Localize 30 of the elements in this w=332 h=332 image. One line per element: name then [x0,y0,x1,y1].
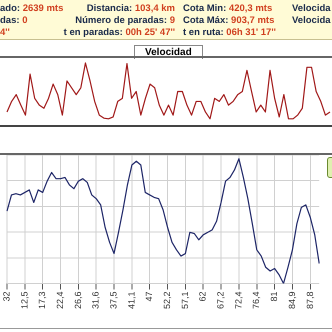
x-tick-label: 76,4 [251,291,262,310]
x-tick-label: 26,6 [72,291,83,310]
text: Distancia: 103,4 km [86,3,175,14]
text: 4'' [0,27,10,38]
text: ado: 2639 mts [0,3,64,14]
x-tick-label: 32 [1,291,12,302]
x-tick-label: 17,3 [37,291,48,310]
x-tick-label: 12,5 [19,291,30,310]
x-tick-label: 22,4 [55,291,66,310]
text: Velocida [292,3,331,14]
x-tick-label: 52,2 [162,291,172,310]
x-tick-label: 62 [198,291,208,302]
text: Velocida [292,15,331,26]
x-tick-label: 67,2 [216,291,226,310]
text: t en ruta: 06h 31' 17'' [183,27,276,38]
chart-title: Velocidad [134,45,203,59]
text: das: 0 [0,15,28,26]
x-tick-label: 57,1 [180,291,190,310]
x-tick-label: 87,8 [304,291,315,310]
x-tick-label: 41,1 [126,291,136,310]
text: Cota Máx: 903,7 mts [183,15,274,26]
x-tick-label: 47 [144,291,154,302]
x-tick-label: 37,5 [108,291,119,310]
text: Número de paradas: 9 [75,15,175,26]
text: t en paradas: 00h 25' 47'' [64,27,175,38]
x-tick-label: 81 [269,291,280,302]
x-tick-label: 84,9 [286,291,297,310]
text: Cota Min: 420,3 mts [183,3,272,14]
x-tick-label: 31,6 [90,291,101,310]
x-tick-label: 72,4 [233,291,244,310]
